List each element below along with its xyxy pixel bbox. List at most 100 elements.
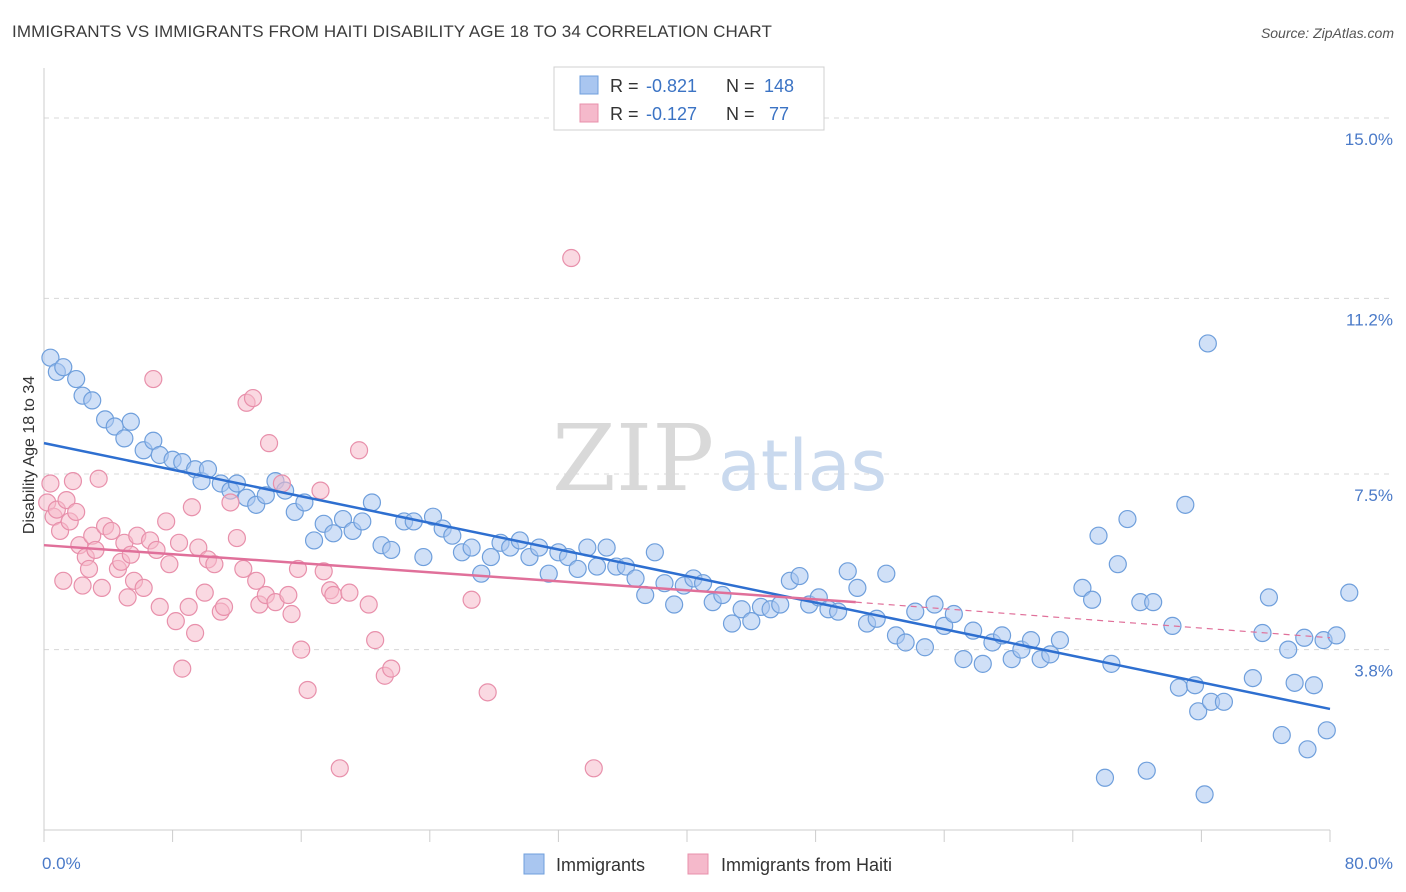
- point-immigrants: [790, 566, 809, 586]
- y-tick-label: 15.0%: [1345, 130, 1393, 149]
- point-haiti: [54, 571, 73, 590]
- point-immigrants: [1295, 628, 1314, 647]
- trend-line-haiti: [43, 543, 856, 604]
- point-haiti: [272, 474, 292, 493]
- point-immigrants: [1050, 631, 1070, 650]
- point-immigrants: [626, 569, 645, 588]
- point-immigrants: [83, 391, 102, 410]
- point-immigrants: [665, 595, 684, 614]
- point-haiti: [340, 583, 359, 602]
- point-immigrants: [1327, 626, 1346, 645]
- point-haiti: [227, 528, 246, 548]
- point-immigrants: [1189, 702, 1208, 721]
- point-haiti: [324, 585, 343, 605]
- source-label: Source: ZipAtlas.com: [1260, 25, 1394, 41]
- point-immigrants: [1317, 721, 1336, 740]
- legend-swatch-blue: [579, 75, 599, 95]
- point-immigrants: [115, 429, 134, 448]
- y-tick-label: 11.2%: [1346, 310, 1393, 329]
- point-immigrants: [1272, 725, 1291, 745]
- point-immigrants: [1176, 495, 1195, 514]
- point-haiti: [173, 659, 192, 678]
- point-haiti: [179, 597, 198, 616]
- point-haiti: [366, 631, 385, 650]
- point-haiti: [462, 590, 481, 609]
- point-haiti: [195, 583, 214, 602]
- point-haiti: [259, 434, 279, 453]
- point-immigrants: [597, 538, 616, 557]
- point-haiti: [349, 441, 369, 460]
- point-haiti: [92, 578, 111, 598]
- point-immigrants: [1285, 673, 1304, 692]
- point-immigrants: [67, 369, 86, 389]
- point-haiti: [288, 559, 308, 579]
- point-immigrants: [1340, 583, 1359, 602]
- point-haiti: [166, 612, 185, 631]
- correlation-legend: R = -0.821 N = 148 R = -0.127 N = 77: [553, 66, 825, 131]
- point-immigrants: [481, 547, 500, 567]
- trend-line-immigrants: [43, 441, 1331, 711]
- point-haiti: [160, 555, 179, 574]
- point-haiti: [298, 680, 317, 700]
- point-haiti: [562, 248, 581, 268]
- watermark-atlas: atlas: [718, 425, 887, 507]
- series-label-immigrants: Immigrants: [556, 855, 645, 875]
- point-immigrants: [353, 512, 372, 531]
- point-immigrants: [472, 564, 491, 583]
- point-immigrants: [925, 595, 944, 614]
- point-immigrants: [568, 559, 587, 579]
- point-immigrants: [742, 612, 761, 631]
- point-immigrants: [954, 650, 973, 669]
- point-immigrants: [915, 638, 935, 657]
- point-immigrants: [973, 654, 992, 673]
- point-haiti: [169, 533, 189, 552]
- point-haiti: [478, 683, 497, 702]
- point-immigrants: [1304, 676, 1324, 695]
- point-immigrants: [1137, 761, 1156, 780]
- point-haiti: [182, 498, 201, 517]
- point-immigrants: [944, 604, 963, 624]
- point-immigrants: [771, 595, 790, 614]
- point-haiti: [41, 474, 60, 493]
- y-tick-label: 7.5%: [1354, 486, 1393, 505]
- point-haiti: [279, 585, 298, 605]
- point-haiti: [57, 490, 76, 510]
- x-tick-label: 0.0%: [42, 854, 81, 873]
- point-haiti: [314, 562, 333, 581]
- legend-n-value: 148: [764, 76, 794, 96]
- point-haiti: [311, 481, 330, 500]
- point-immigrants: [539, 564, 558, 583]
- point-immigrants: [1259, 588, 1279, 607]
- grid-lines: [44, 117, 1392, 651]
- point-immigrants: [333, 509, 353, 529]
- x-tick-labels: 0.0% 80.0%: [42, 854, 1393, 873]
- point-haiti: [79, 559, 99, 579]
- point-haiti: [247, 571, 266, 590]
- point-immigrants: [1118, 509, 1137, 529]
- point-haiti: [243, 388, 263, 408]
- point-haiti: [63, 472, 83, 491]
- point-immigrants: [414, 547, 433, 567]
- point-haiti: [282, 604, 301, 624]
- data-points: [38, 248, 1359, 804]
- point-haiti: [186, 623, 205, 643]
- point-haiti: [157, 512, 176, 531]
- legend-n-label: N =: [726, 104, 755, 124]
- point-haiti: [134, 578, 153, 598]
- legend-r-label: R =: [610, 76, 639, 96]
- point-haiti: [221, 493, 240, 512]
- point-immigrants: [121, 412, 140, 431]
- point-immigrants: [304, 531, 324, 550]
- point-immigrants: [1195, 785, 1214, 804]
- legend-r-label: R =: [610, 104, 639, 124]
- trend-lines: [43, 441, 1331, 711]
- legend-swatch-pink: [579, 103, 599, 123]
- point-immigrants: [1144, 593, 1163, 612]
- point-immigrants: [1279, 640, 1298, 659]
- point-immigrants: [1108, 555, 1127, 574]
- point-immigrants: [1095, 768, 1115, 787]
- point-immigrants: [587, 557, 607, 576]
- series-swatch-immigrants: [523, 853, 545, 875]
- point-haiti: [121, 545, 140, 564]
